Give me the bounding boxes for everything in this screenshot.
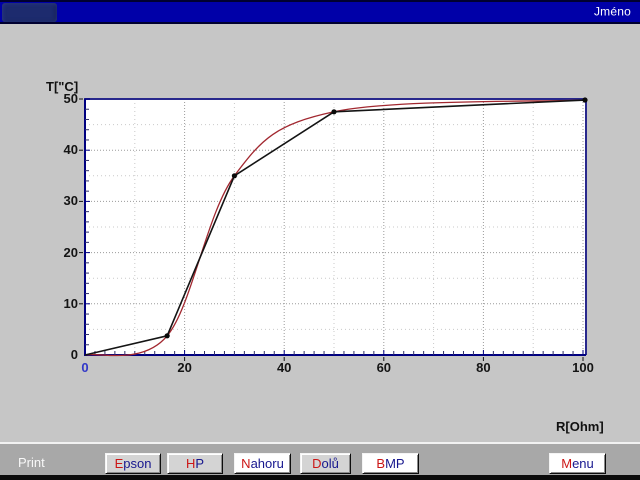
data-point-label: [50;47,5] [275,101,328,117]
button-label-rest: P [195,456,205,471]
y-axis-title: T["C] [46,79,79,94]
print-mode-label: Print [18,455,45,470]
chart-area: T["C] R[Ohm] 0 10 20 30 40 50 0 20 40 60 80 100 [16… [0,24,640,442]
data-point-label: [16,5;3,75] [175,326,239,342]
button-label-rest: olů [321,456,339,471]
x-axis-title: R[Ohm] [556,419,604,434]
button-hotkey-letter: M [561,456,573,471]
x-tick-label: 80 [476,360,491,375]
y-tick-label: 10 [63,295,78,311]
titlebar: Jméno [0,0,640,24]
y-tick-label: 30 [63,193,78,209]
y-tick-label: 50 [63,91,78,106]
button-hotkey-letter: B [376,456,386,471]
y-tick-label: 20 [63,244,78,260]
button-label-rest: enu [572,456,594,471]
x-tick-label: 60 [376,360,392,375]
y-tick-label: 0 [70,347,78,362]
x-tick-label: 100 [572,360,594,375]
titlebar-label: Jméno [593,4,631,19]
button-hotkey-letter: E [114,456,124,471]
button-hotkey-letter: H [185,456,196,471]
button-label-rest: MP [385,456,405,471]
x-tick-label: 0 [81,360,89,375]
y-tick-label: 40 [63,142,78,158]
button-label-rest: ahoru [250,456,284,471]
data-point-label: [30;35] [189,162,232,178]
x-tick-label: 20 [177,360,192,375]
button-hotkey-letter: N [241,456,251,471]
app-logo [2,3,57,22]
bottombar-divider [0,475,640,480]
bmp-button[interactable]: B MP [362,453,419,474]
x-tick-label: 40 [276,360,292,375]
button-hotkey-letter: D [312,456,322,471]
button-label-rest: pson [123,456,152,471]
